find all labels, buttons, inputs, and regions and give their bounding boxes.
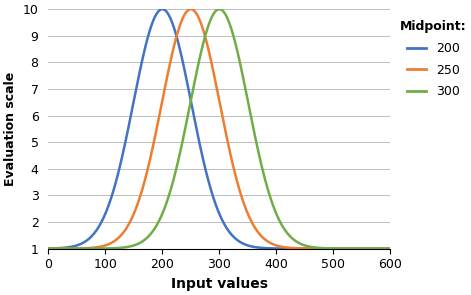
Y-axis label: Evaluation scale: Evaluation scale [4,72,17,186]
Legend: 200, 250, 300: 200, 250, 300 [400,20,467,99]
X-axis label: Input values: Input values [171,277,268,291]
